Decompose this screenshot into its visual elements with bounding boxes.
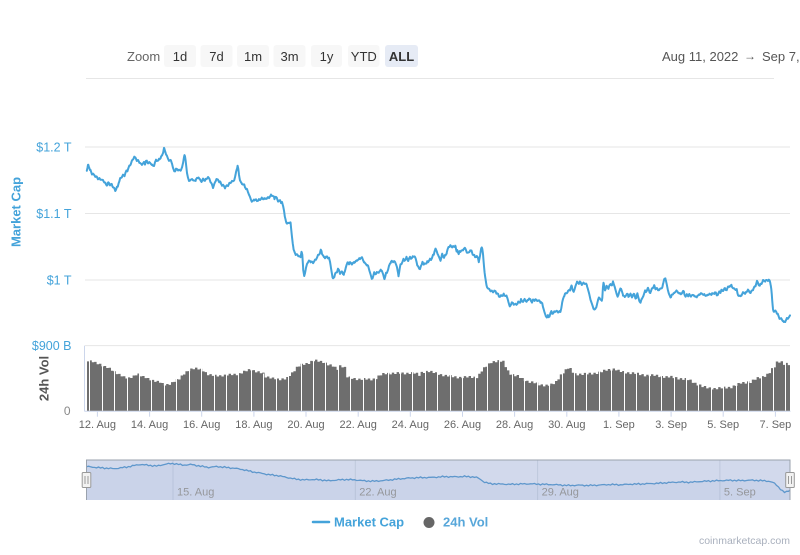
svg-text:1. Sep: 1. Sep bbox=[603, 419, 635, 431]
svg-text:$900 B: $900 B bbox=[32, 339, 72, 353]
svg-text:coinmarketcap.com: coinmarketcap.com bbox=[699, 535, 790, 547]
svg-text:22. Aug: 22. Aug bbox=[340, 419, 377, 431]
svg-text:ALL: ALL bbox=[389, 49, 414, 64]
svg-text:24h Vol: 24h Vol bbox=[37, 356, 52, 401]
svg-text:1d: 1d bbox=[173, 49, 187, 64]
svg-text:Sep 7, 2022: Sep 7, 2022 bbox=[762, 49, 800, 64]
svg-text:24. Aug: 24. Aug bbox=[392, 419, 429, 431]
svg-text:5. Sep: 5. Sep bbox=[724, 487, 756, 499]
svg-text:5. Sep: 5. Sep bbox=[707, 419, 739, 431]
svg-text:24h Vol: 24h Vol bbox=[443, 515, 488, 530]
svg-text:12. Aug: 12. Aug bbox=[79, 419, 116, 431]
svg-text:3. Sep: 3. Sep bbox=[655, 419, 687, 431]
svg-text:Aug 11, 2022: Aug 11, 2022 bbox=[662, 49, 738, 64]
svg-text:16. Aug: 16. Aug bbox=[183, 419, 220, 431]
svg-text:$1 T: $1 T bbox=[47, 274, 72, 288]
svg-text:$1.2 T: $1.2 T bbox=[36, 141, 72, 155]
svg-text:→: → bbox=[744, 49, 756, 63]
svg-text:Zoom: Zoom bbox=[127, 49, 160, 64]
svg-text:29. Aug: 29. Aug bbox=[542, 487, 579, 499]
svg-text:14. Aug: 14. Aug bbox=[131, 419, 168, 431]
svg-text:7d: 7d bbox=[209, 49, 223, 64]
svg-text:28. Aug: 28. Aug bbox=[496, 419, 533, 431]
svg-text:1m: 1m bbox=[244, 49, 262, 64]
svg-text:0: 0 bbox=[64, 404, 71, 418]
svg-text:1y: 1y bbox=[320, 49, 334, 64]
svg-text:Market Cap: Market Cap bbox=[334, 515, 404, 530]
svg-text:20. Aug: 20. Aug bbox=[287, 419, 324, 431]
svg-text:7. Sep: 7. Sep bbox=[759, 419, 791, 431]
svg-text:3m: 3m bbox=[280, 49, 298, 64]
svg-text:26. Aug: 26. Aug bbox=[444, 419, 481, 431]
svg-text:18. Aug: 18. Aug bbox=[235, 419, 272, 431]
svg-text:$1.1 T: $1.1 T bbox=[36, 207, 72, 221]
svg-text:22. Aug: 22. Aug bbox=[359, 487, 396, 499]
svg-text:15. Aug: 15. Aug bbox=[177, 487, 214, 499]
svg-text:Market Cap: Market Cap bbox=[9, 177, 24, 247]
svg-text:YTD: YTD bbox=[351, 49, 377, 64]
svg-text:30. Aug: 30. Aug bbox=[548, 419, 585, 431]
